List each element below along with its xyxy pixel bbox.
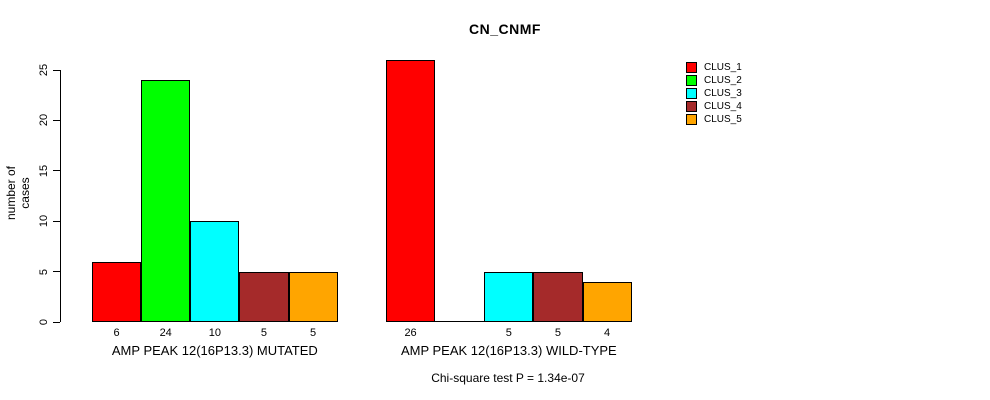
bar-value-label: 4 [604, 327, 611, 339]
bar-clus_1 [92, 261, 142, 322]
legend-swatch-icon [686, 88, 697, 99]
legend-swatch-icon [686, 114, 697, 125]
bar-clus_4 [239, 271, 289, 322]
legend-label: CLUS_4 [704, 101, 742, 112]
bar-value-label: 5 [554, 327, 562, 339]
y-axis-tick-label: 5 [38, 268, 50, 275]
legend-swatch-icon [686, 101, 697, 112]
legend-item-clus_1: CLUS_1 [686, 61, 742, 74]
y-axis-tick [53, 119, 60, 121]
y-axis-tick-label: 20 [38, 114, 50, 127]
legend-item-clus_5: CLUS_5 [686, 113, 742, 126]
bar-value-label: 5 [505, 327, 512, 339]
bar-clus_5 [288, 271, 338, 322]
chart-title: CN_CNMF [469, 21, 541, 37]
bar-clus_4 [533, 271, 583, 322]
y-axis-tick [53, 271, 60, 273]
bar-clus_2 [141, 80, 191, 322]
bar-value-label: 26 [404, 327, 417, 339]
legend-item-clus_4: CLUS_4 [686, 100, 742, 113]
y-axis-tick-label: 0 [38, 318, 50, 326]
y-axis-tick-label: 25 [38, 63, 50, 77]
legend-swatch-icon [686, 75, 697, 86]
bar-value-label: 24 [159, 327, 172, 339]
bar-clus_1 [386, 59, 436, 322]
bar-value-label: 5 [260, 327, 268, 339]
bar-clus_5 [582, 281, 632, 322]
y-axis-line [60, 70, 61, 322]
bar-value-label: 5 [310, 327, 317, 339]
bar-value-label: 10 [208, 327, 221, 339]
legend-label: CLUS_1 [704, 62, 742, 73]
legend-label: CLUS_3 [704, 88, 742, 99]
y-axis-title: number of cases [4, 165, 32, 221]
group-label: AMP PEAK 12(16P13.3) MUTATED [111, 343, 318, 358]
legend-swatch-icon [686, 62, 697, 73]
bar-value-label: 6 [113, 327, 120, 339]
y-axis-tick [53, 220, 60, 222]
y-axis-tick [53, 69, 60, 71]
legend-label: CLUS_2 [704, 75, 742, 86]
bar-clus_3 [190, 221, 240, 322]
legend-item-clus_3: CLUS_3 [686, 87, 742, 100]
bar-clus_2-zero [435, 321, 485, 322]
legend-item-clus_2: CLUS_2 [686, 74, 742, 87]
chi-square-annotation: Chi-square test P = 1.34e-07 [431, 371, 585, 385]
group-label: AMP PEAK 12(16P13.3) WILD-TYPE [400, 343, 617, 358]
y-axis-tick-label: 15 [38, 164, 50, 177]
y-axis-tick [53, 170, 60, 172]
y-axis-tick-label: 10 [38, 215, 50, 228]
y-axis-tick [53, 321, 60, 323]
legend-label: CLUS_5 [704, 114, 742, 125]
bar-clus_3 [484, 271, 534, 322]
